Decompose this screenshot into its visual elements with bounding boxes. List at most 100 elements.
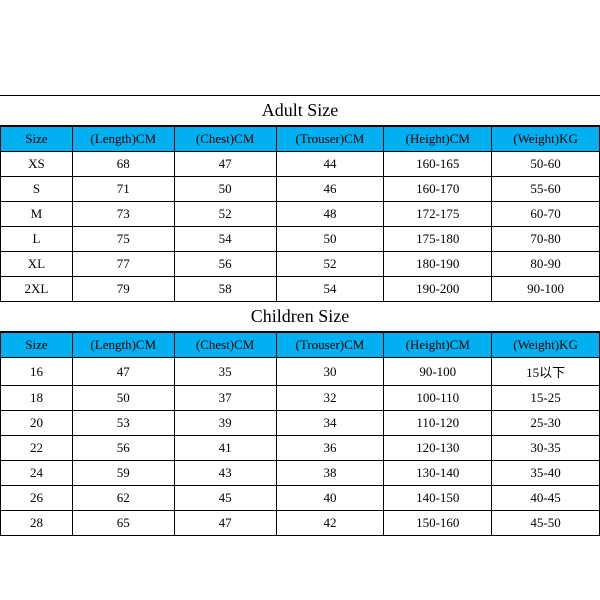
cell: 44 (276, 152, 384, 177)
cell: 56 (72, 436, 174, 461)
cell: 28 (1, 511, 73, 536)
col-header-weight: (Weight)KG (492, 127, 600, 152)
table-row: 20533934110-12025-30 (1, 411, 600, 436)
cell: 2XL (1, 277, 73, 302)
cell: 34 (276, 411, 384, 436)
cell: 120-130 (384, 436, 492, 461)
cell: 73 (72, 202, 174, 227)
cell: 80-90 (492, 252, 600, 277)
cell: 47 (174, 152, 276, 177)
cell: 41 (174, 436, 276, 461)
cell: 15-25 (492, 386, 600, 411)
table-row: 2XL795854190-20090-100 (1, 277, 600, 302)
cell: 71 (72, 177, 174, 202)
cell: 24 (1, 461, 73, 486)
cell: 30-35 (492, 436, 600, 461)
table-row: 18503732100-11015-25 (1, 386, 600, 411)
cell: 190-200 (384, 277, 492, 302)
table-row: 1647353090-10015以下 (1, 358, 600, 386)
col-header-height: (Height)CM (384, 127, 492, 152)
cell: 70-80 (492, 227, 600, 252)
adult-table: Size (Length)CM (Chest)CM (Trouser)CM (H… (0, 126, 600, 302)
cell: 48 (276, 202, 384, 227)
cell: 77 (72, 252, 174, 277)
cell: 25-30 (492, 411, 600, 436)
cell: 47 (72, 358, 174, 386)
cell: XS (1, 152, 73, 177)
cell: 62 (72, 486, 174, 511)
adult-title: Adult Size (0, 95, 600, 126)
cell: S (1, 177, 73, 202)
cell: 53 (72, 411, 174, 436)
cell: 90-100 (492, 277, 600, 302)
col-header-size: Size (1, 127, 73, 152)
cell: 55-60 (492, 177, 600, 202)
size-chart-container: Adult Size Size (Length)CM (Chest)CM (Tr… (0, 95, 600, 536)
cell: 50 (174, 177, 276, 202)
col-header-size: Size (1, 333, 73, 358)
cell: 40-45 (492, 486, 600, 511)
cell: 22 (1, 436, 73, 461)
cell: 52 (174, 202, 276, 227)
cell: 43 (174, 461, 276, 486)
cell: 47 (174, 511, 276, 536)
table-row: S715046160-17055-60 (1, 177, 600, 202)
cell: 140-150 (384, 486, 492, 511)
cell: 50-60 (492, 152, 600, 177)
cell: 52 (276, 252, 384, 277)
cell: 16 (1, 358, 73, 386)
cell: 40 (276, 486, 384, 511)
cell: 35 (174, 358, 276, 386)
cell: 36 (276, 436, 384, 461)
col-header-trouser: (Trouser)CM (276, 333, 384, 358)
cell: 37 (174, 386, 276, 411)
cell: 26 (1, 486, 73, 511)
cell: 56 (174, 252, 276, 277)
col-header-height: (Height)CM (384, 333, 492, 358)
cell: 50 (276, 227, 384, 252)
cell: 54 (276, 277, 384, 302)
col-header-length: (Length)CM (72, 127, 174, 152)
cell: 65 (72, 511, 174, 536)
cell: 180-190 (384, 252, 492, 277)
cell: 75 (72, 227, 174, 252)
cell: 59 (72, 461, 174, 486)
cell: 32 (276, 386, 384, 411)
cell: 42 (276, 511, 384, 536)
cell: 45 (174, 486, 276, 511)
cell: 46 (276, 177, 384, 202)
cell: 68 (72, 152, 174, 177)
cell: 150-160 (384, 511, 492, 536)
cell: 175-180 (384, 227, 492, 252)
cell: M (1, 202, 73, 227)
cell: 160-170 (384, 177, 492, 202)
cell: 160-165 (384, 152, 492, 177)
cell: 79 (72, 277, 174, 302)
table-row: 26624540140-15040-45 (1, 486, 600, 511)
table-row: 24594338130-14035-40 (1, 461, 600, 486)
cell: 90-100 (384, 358, 492, 386)
table-row: 28654742150-16045-50 (1, 511, 600, 536)
cell: 30 (276, 358, 384, 386)
col-header-chest: (Chest)CM (174, 333, 276, 358)
cell: L (1, 227, 73, 252)
cell: 38 (276, 461, 384, 486)
col-header-length: (Length)CM (72, 333, 174, 358)
table-row: XS684744160-16550-60 (1, 152, 600, 177)
cell: 20 (1, 411, 73, 436)
col-header-chest: (Chest)CM (174, 127, 276, 152)
table-row: M735248172-17560-70 (1, 202, 600, 227)
cell: 130-140 (384, 461, 492, 486)
table-row: L755450175-18070-80 (1, 227, 600, 252)
col-header-trouser: (Trouser)CM (276, 127, 384, 152)
table-row: XL775652180-19080-90 (1, 252, 600, 277)
table-row: 22564136120-13030-35 (1, 436, 600, 461)
cell: 100-110 (384, 386, 492, 411)
cell: 50 (72, 386, 174, 411)
cell: 110-120 (384, 411, 492, 436)
children-title: Children Size (0, 302, 600, 332)
col-header-weight: (Weight)KG (492, 333, 600, 358)
cell: 172-175 (384, 202, 492, 227)
cell: 15以下 (492, 358, 600, 386)
cell: 39 (174, 411, 276, 436)
